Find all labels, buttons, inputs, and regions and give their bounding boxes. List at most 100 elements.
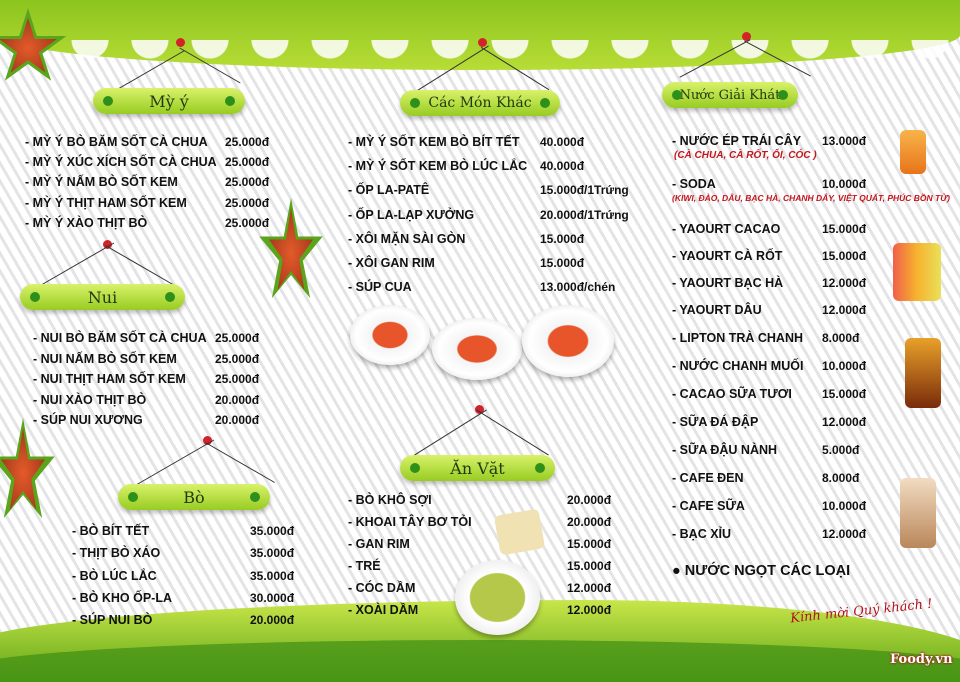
juice-glass-image xyxy=(900,130,926,174)
beef-stew-plate-image xyxy=(522,305,614,377)
menu-item-name: - BÒ BÍT TẾT xyxy=(72,524,150,538)
menu-item-name: - XOÀI DẦM xyxy=(348,603,419,617)
top-wave-banner xyxy=(0,0,960,70)
menu-item-price: 10.000đ xyxy=(822,359,867,373)
spaghetti-plate-image xyxy=(432,318,522,380)
menu-item-price: 20.000đ xyxy=(567,515,612,529)
rope xyxy=(135,439,215,486)
menu-item-price: 35.000đ xyxy=(250,568,295,583)
menu-item-price: 25.000đ xyxy=(225,155,270,170)
section-sign-mon-khac: Các Món Khác xyxy=(400,90,560,116)
menu-item-name: - NƯỚC CHANH MUỐI xyxy=(672,359,804,373)
menu-item-note: (KIWI, ĐÀO, DÂU, BẠC HÀ, CHANH DÂY, VIỆT… xyxy=(672,193,950,203)
pin-icon xyxy=(475,405,484,414)
menu-item-name: - BÒ LÚC LẮC xyxy=(72,568,157,583)
coffee-glass-image xyxy=(900,478,936,548)
menu-item-name: - XÔI GAN RIM xyxy=(348,256,435,270)
menu-item-price: 8.000đ xyxy=(822,471,860,485)
menu-item-price: 15.000đ xyxy=(822,387,867,401)
menu-item-price: 20.000đ xyxy=(215,392,260,407)
menu-item-name: - CAFE SỮA xyxy=(672,499,745,513)
rope xyxy=(35,242,115,289)
menu-item-price: 10.000đ xyxy=(822,499,867,513)
menu-item-price: 25.000đ xyxy=(225,195,270,210)
menu-item-price: 13.000đ/chén xyxy=(540,280,616,295)
section-sign-an-vat: Ăn Vặt xyxy=(400,455,555,481)
bottom-wave-dark xyxy=(0,640,960,682)
mango-plate-image xyxy=(455,560,540,635)
pin-icon xyxy=(203,436,212,445)
menu-item-price: 15.000đ xyxy=(540,231,585,246)
menu-item-name: - BÒ KHÔ SỢI xyxy=(348,493,432,507)
juice-glasses-image xyxy=(893,243,941,301)
menu-item-price: 12.000đ xyxy=(567,581,612,595)
menu-item-name: - SỮA ĐẬU NÀNH xyxy=(672,443,778,457)
section-sign-my-y: Mỳ ý xyxy=(93,88,245,114)
pin-icon xyxy=(176,38,185,47)
menu-item-price: 15.000đ xyxy=(567,559,612,573)
menu-item-name: - BÒ KHO ỐP-LA xyxy=(72,590,172,605)
menu-item-price: 25.000đ xyxy=(215,372,260,386)
menu-item-price: 12.000đ xyxy=(822,303,867,317)
menu-item-price: 10.000đ xyxy=(822,177,867,191)
pin-icon xyxy=(103,240,112,249)
menu-item-name: - CÓC DẦM xyxy=(348,581,416,595)
menu-item-price: 20.000đ xyxy=(250,613,295,628)
menu-item-name: - NUI BÒ BĂM SỐT CÀ CHUA xyxy=(33,331,207,345)
menu-item-name: - SÚP CUA xyxy=(348,280,412,295)
menu-item-price: 40.000đ xyxy=(540,159,585,174)
pin-icon xyxy=(742,32,751,41)
menu-item-price: 25.000đ xyxy=(215,331,260,345)
menu-item-price: 35.000đ xyxy=(250,546,295,561)
menu-item-price: 15.000đ xyxy=(567,537,612,551)
menu-item-price: 25.000đ xyxy=(225,175,270,190)
foody-logo: Foody.vn xyxy=(890,652,953,667)
menu-item-price: 25.000đ xyxy=(225,135,270,149)
menu-item-name: - YAOURT CÀ RỐT xyxy=(672,249,783,263)
menu-item-name: - MỲ Ý SỐT KEM BÒ BÍT TẾT xyxy=(348,135,520,149)
menu-item-name: - YAOURT DÂU xyxy=(672,303,762,317)
menu-item-price: 12.000đ xyxy=(822,527,867,541)
menu-item-name: - NUI XÀO THỊT BÒ xyxy=(33,392,147,407)
menu-item-name: - MỲ Ý XÚC XÍCH SỐT CÀ CHUA xyxy=(25,155,217,170)
menu-item-name: - NƯỚC ÉP TRÁI CÂY xyxy=(672,134,802,148)
menu-item-name: - CAFE ĐEN xyxy=(672,471,744,485)
menu-item-price: 15.000đ xyxy=(540,256,585,270)
menu-item-name: - GAN RIM xyxy=(348,537,410,551)
menu-item-price: 20.000đ xyxy=(567,493,612,507)
section-sign-nuoc: Nước Giải Khát xyxy=(662,82,798,108)
menu-item-price: 25.000đ xyxy=(225,215,270,230)
menu-item-name: - NUI NẤM BÒ SỐT KEM xyxy=(33,351,177,366)
menu-item-name: - MỲ Ý BÒ BĂM SỐT CÀ CHUA xyxy=(25,135,208,149)
menu-item-name: - CACAO SỮA TƯƠI xyxy=(672,387,792,401)
section-sign-nui: Nui xyxy=(20,284,185,310)
menu-item-price: 25.000đ xyxy=(215,351,260,366)
menu-item-price: 5.000đ xyxy=(822,443,860,457)
menu-item-name: - NUI THỊT HAM SỐT KEM xyxy=(33,372,186,386)
menu-item-name: - SỮA ĐÁ ĐẬP xyxy=(672,415,759,429)
menu-item-price: 35.000đ xyxy=(250,524,295,538)
menu-item-name: - SÚP NUI BÒ xyxy=(72,613,153,628)
soft-drinks-label: ● NƯỚC NGỌT CÁC LOẠI xyxy=(672,563,851,579)
menu-item-price: 13.000đ xyxy=(822,134,867,148)
section-sign-bo: Bò xyxy=(118,484,270,510)
menu-item-price: 20.000đ xyxy=(215,413,260,427)
menu-item-name: - YAOURT CACAO xyxy=(672,222,781,236)
menu-item-note: (CÀ CHUA, CÀ RỐT, ỔI, CÓC ) xyxy=(674,150,817,161)
beef-star-image xyxy=(0,418,55,519)
rope xyxy=(476,409,549,456)
menu-item-name: - MỲ Ý THỊT HAM SỐT KEM xyxy=(25,195,187,210)
rope xyxy=(105,245,175,286)
menu-item-price: 15.000đ xyxy=(822,222,867,236)
menu-item-price: 12.000đ xyxy=(822,276,867,290)
menu-item-name: - MỲ Ý NẤM BÒ SỐT KEM xyxy=(25,175,178,190)
rope xyxy=(414,409,487,456)
menu-item-name: - LIPTON TRÀ CHANH xyxy=(672,331,804,345)
menu-item-name: - BẠC XỈU xyxy=(672,527,732,541)
menu-item-price: 12.000đ xyxy=(567,603,612,617)
menu-item-name: - SÚP NUI XƯƠNG xyxy=(33,413,143,427)
lipton-drink-image xyxy=(905,338,941,408)
menu-item-name: - ỐP LA-LẠP XƯỞNG xyxy=(348,207,475,222)
meatball-star-image xyxy=(259,198,323,299)
